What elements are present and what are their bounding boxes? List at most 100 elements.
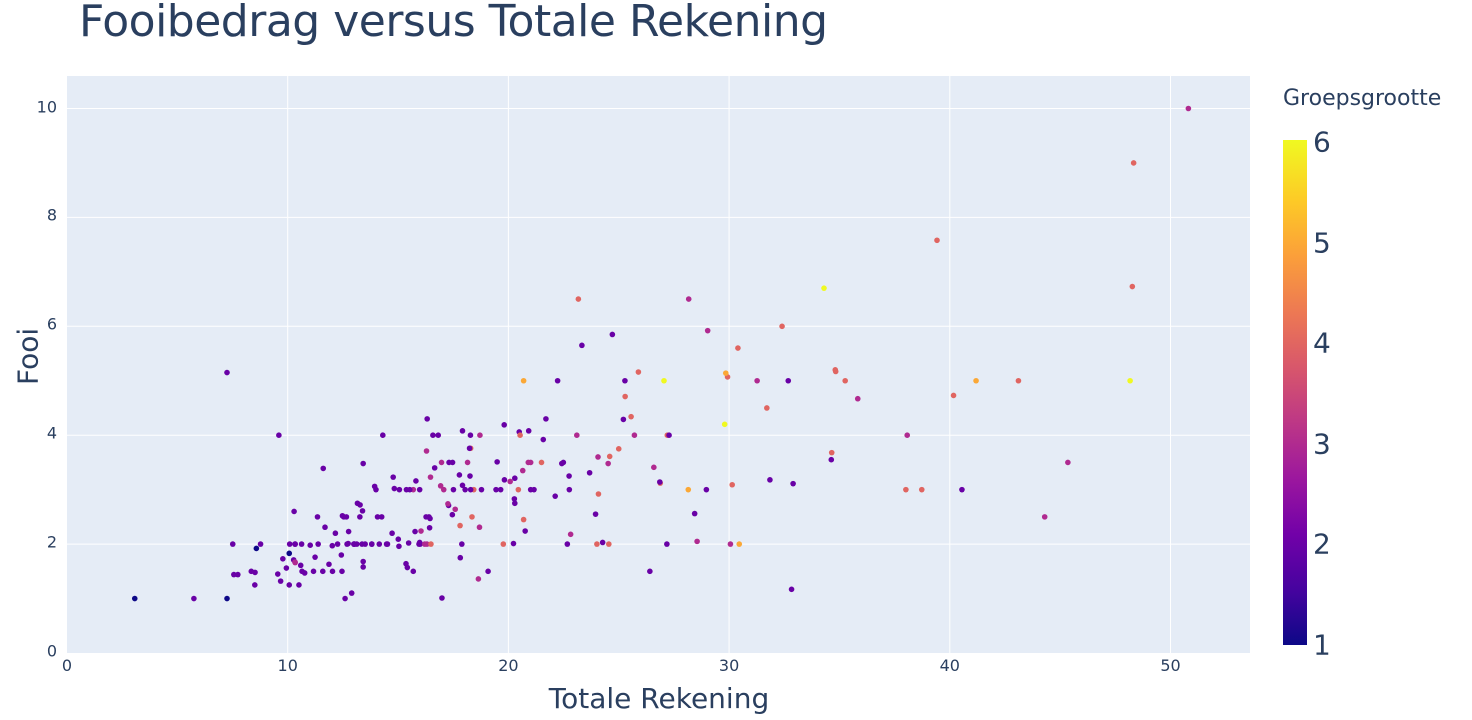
data-point[interactable]: [559, 460, 565, 467]
data-point[interactable]: [485, 568, 491, 575]
data-point[interactable]: [417, 541, 423, 547]
data-point[interactable]: [973, 377, 979, 384]
data-point[interactable]: [390, 474, 396, 480]
data-point[interactable]: [469, 514, 475, 520]
data-point[interactable]: [292, 559, 298, 565]
data-point[interactable]: [904, 432, 911, 439]
data-point[interactable]: [525, 459, 532, 466]
data-point[interactable]: [286, 550, 293, 557]
data-point[interactable]: [248, 568, 255, 575]
data-point[interactable]: [291, 508, 297, 515]
data-point[interactable]: [476, 524, 483, 531]
data-point[interactable]: [253, 545, 260, 552]
data-point[interactable]: [449, 459, 456, 466]
data-point[interactable]: [790, 480, 796, 487]
data-point[interactable]: [235, 571, 241, 578]
data-point[interactable]: [298, 541, 305, 547]
data-point[interactable]: [329, 568, 336, 575]
data-point[interactable]: [413, 478, 419, 484]
data-point[interactable]: [501, 422, 508, 428]
data-point[interactable]: [828, 449, 835, 456]
data-point[interactable]: [543, 416, 549, 422]
data-point[interactable]: [406, 486, 413, 493]
data-point[interactable]: [1065, 459, 1071, 466]
data-point[interactable]: [664, 541, 670, 547]
data-point[interactable]: [704, 327, 711, 334]
data-point[interactable]: [579, 342, 585, 349]
data-point[interactable]: [450, 486, 457, 493]
data-point[interactable]: [538, 459, 545, 466]
data-point[interactable]: [276, 432, 282, 439]
data-point[interactable]: [785, 377, 792, 384]
data-point[interactable]: [666, 432, 672, 439]
data-point[interactable]: [457, 554, 464, 561]
data-point[interactable]: [345, 540, 351, 547]
data-point[interactable]: [359, 508, 366, 514]
data-point[interactable]: [661, 377, 667, 384]
data-point[interactable]: [467, 473, 473, 479]
data-point[interactable]: [449, 511, 456, 518]
data-point[interactable]: [373, 486, 379, 493]
data-point[interactable]: [527, 486, 534, 493]
data-point[interactable]: [334, 541, 341, 547]
data-point[interactable]: [497, 486, 504, 493]
data-point[interactable]: [191, 595, 197, 602]
data-point[interactable]: [842, 377, 848, 384]
data-point[interactable]: [405, 540, 412, 546]
data-point[interactable]: [383, 541, 390, 547]
data-point[interactable]: [426, 524, 433, 531]
data-point[interactable]: [286, 541, 293, 547]
data-point[interactable]: [735, 345, 741, 351]
data-point[interactable]: [410, 568, 417, 575]
data-point[interactable]: [1130, 160, 1137, 166]
data-point[interactable]: [435, 432, 442, 439]
data-point[interactable]: [459, 482, 466, 489]
data-point[interactable]: [229, 541, 236, 547]
data-point[interactable]: [343, 514, 350, 520]
data-point[interactable]: [522, 528, 528, 534]
data-point[interactable]: [252, 582, 258, 588]
data-point[interactable]: [727, 541, 734, 547]
data-point[interactable]: [903, 486, 909, 493]
data-point[interactable]: [466, 445, 473, 452]
data-point[interactable]: [567, 531, 574, 538]
data-point[interactable]: [395, 536, 402, 542]
data-point[interactable]: [729, 481, 735, 488]
data-point[interactable]: [628, 413, 634, 420]
data-point[interactable]: [438, 459, 445, 466]
data-point[interactable]: [445, 501, 451, 507]
data-point[interactable]: [501, 477, 508, 483]
data-point[interactable]: [462, 486, 468, 493]
data-point[interactable]: [767, 477, 773, 483]
data-point[interactable]: [424, 416, 430, 422]
data-point[interactable]: [360, 564, 366, 570]
data-point[interactable]: [494, 459, 500, 465]
data-point[interactable]: [452, 506, 459, 513]
data-point[interactable]: [566, 486, 573, 493]
data-point[interactable]: [779, 323, 785, 330]
data-point[interactable]: [517, 432, 523, 439]
data-point[interactable]: [722, 370, 729, 376]
data-point[interactable]: [421, 541, 428, 547]
data-point[interactable]: [520, 516, 527, 523]
data-point[interactable]: [376, 541, 383, 547]
data-point[interactable]: [467, 432, 474, 439]
data-point[interactable]: [345, 528, 352, 535]
data-point[interactable]: [274, 571, 281, 577]
data-point[interactable]: [651, 464, 657, 471]
data-point[interactable]: [374, 514, 381, 520]
data-point[interactable]: [423, 448, 430, 454]
data-point[interactable]: [540, 436, 547, 443]
data-point[interactable]: [564, 541, 571, 547]
data-point[interactable]: [283, 565, 290, 571]
data-point[interactable]: [959, 486, 965, 493]
data-point[interactable]: [459, 541, 465, 547]
data-point[interactable]: [427, 474, 434, 480]
data-point[interactable]: [457, 522, 463, 529]
data-point[interactable]: [312, 554, 318, 560]
data-point[interactable]: [510, 540, 517, 547]
data-point[interactable]: [520, 377, 527, 384]
data-point[interactable]: [378, 514, 385, 520]
data-point[interactable]: [1185, 105, 1192, 112]
data-point[interactable]: [615, 446, 622, 452]
